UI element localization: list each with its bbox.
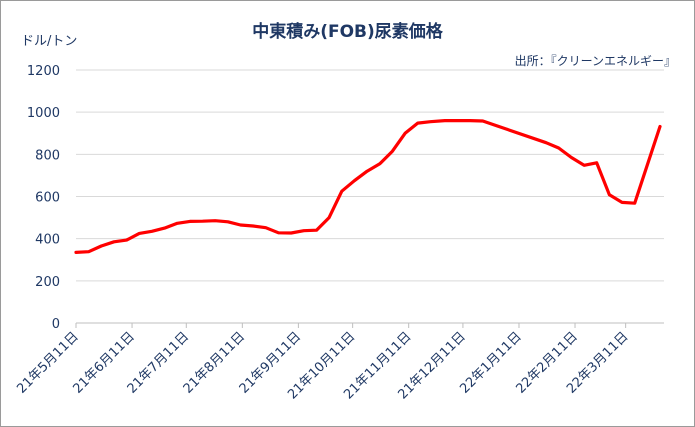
source-note: 出所：『クリーンエネルギー』 bbox=[514, 54, 676, 68]
y-tick-label: 800 bbox=[35, 148, 60, 163]
y-axis-unit-label: ドル/トン bbox=[21, 34, 78, 49]
y-tick-label: 1000 bbox=[27, 106, 60, 121]
y-tick-label: 200 bbox=[35, 275, 60, 290]
y-tick-label: 400 bbox=[35, 233, 60, 248]
y-tick-label: 0 bbox=[52, 317, 60, 332]
y-tick-label: 600 bbox=[35, 191, 60, 206]
series-line bbox=[74, 118, 662, 254]
y-tick-label: 1200 bbox=[27, 64, 60, 79]
chart-title: 中東積み(FOB)尿素価格 bbox=[252, 22, 443, 42]
